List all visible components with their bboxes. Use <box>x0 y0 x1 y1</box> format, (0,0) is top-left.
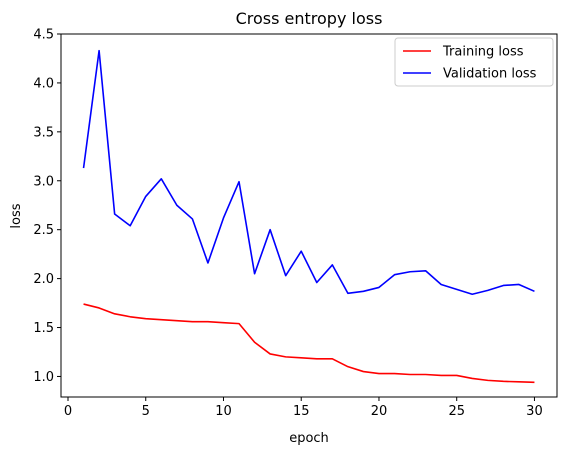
x-tick-label: 15 <box>293 404 310 419</box>
y-tick-label: 3.5 <box>33 125 54 140</box>
x-tick-label: 30 <box>526 404 543 419</box>
legend-box <box>394 37 554 87</box>
legend: Training loss Validation loss <box>394 37 554 87</box>
y-axis-label: loss <box>9 203 24 228</box>
x-tick-label: 5 <box>142 404 150 419</box>
y-tick-label: 1.5 <box>33 321 54 336</box>
y-axis: 1.0 1.5 2.0 2.5 3.0 3.5 4.0 4.5 <box>33 28 61 385</box>
series-line-2 <box>82 49 535 296</box>
x-tick-label: 25 <box>448 404 465 419</box>
y-tick-label: 2.5 <box>33 223 54 238</box>
x-axis: 0 5 10 15 20 25 30 <box>64 397 543 419</box>
series-line-1 <box>83 303 535 384</box>
plot-area <box>60 33 558 398</box>
y-tick-label: 1.0 <box>33 370 54 385</box>
x-tick-label: 0 <box>64 404 72 419</box>
legend-label-2: Validation loss <box>443 67 537 82</box>
chart-title: Cross entropy loss <box>236 9 383 28</box>
y-tick-label: 2.0 <box>33 272 54 287</box>
series-layer <box>82 49 535 384</box>
y-tick-label: 4.5 <box>33 28 54 43</box>
legend-label-1: Training loss <box>442 45 524 60</box>
x-tick-label: 10 <box>215 404 232 419</box>
y-tick-label: 4.0 <box>33 76 54 91</box>
x-tick-label: 20 <box>371 404 388 419</box>
x-axis-label: epoch <box>289 431 329 446</box>
y-tick-label: 3.0 <box>33 174 54 189</box>
